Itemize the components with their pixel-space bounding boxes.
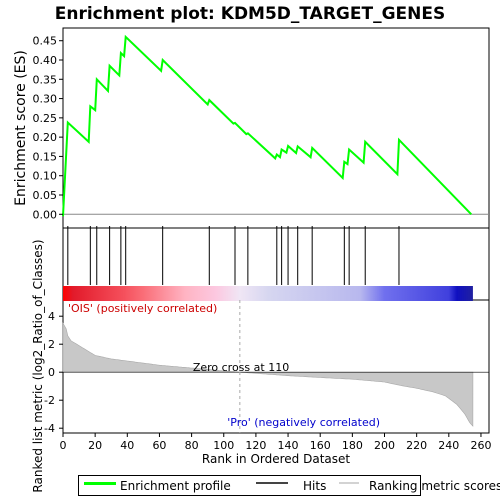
es-y-tick-label-9: 0.45: [33, 35, 58, 48]
x-axis-title: Rank in Ordered Dataset: [202, 452, 350, 466]
metric-y-tick-label-1: -2: [44, 394, 55, 407]
x-tick-label-13: 260: [470, 439, 491, 452]
es-y-tick-label-7: 0.35: [33, 73, 58, 86]
x-tick-label-0: 0: [60, 439, 67, 452]
es-y-tick-label-8: 0.40: [33, 54, 58, 67]
color-bar: [63, 286, 473, 301]
negative-correlation-label: 'Pro' (negatively correlated): [227, 416, 380, 429]
x-tick-label-2: 40: [120, 439, 134, 452]
x-tick-label-11: 220: [406, 439, 427, 452]
es-y-tick-label-2: 0.10: [33, 170, 58, 183]
metric-plot-layer: [62, 300, 489, 433]
x-tick-label-5: 100: [213, 439, 234, 452]
es-y-tick-label-1: 0.05: [33, 189, 58, 202]
positive-correlation-label: 'OIS' (positively correlated): [68, 302, 217, 315]
hits-layer: [67, 226, 400, 285]
ranking-metric-area: [62, 322, 474, 427]
x-tick-label-3: 60: [152, 439, 166, 452]
zero-cross-label: Zero cross at 110: [193, 361, 289, 374]
legend-swatch-ranking: [339, 482, 359, 484]
metric-y-tick-label-2: 0: [48, 366, 55, 379]
es-y-tick-label-3: 0.15: [33, 150, 58, 163]
x-tick-label-12: 240: [438, 439, 459, 452]
legend-swatch-hits: [256, 482, 288, 484]
es-y-tick-label-6: 0.30: [33, 93, 58, 106]
x-tick-label-4: 80: [185, 439, 199, 452]
legend-label-hits: Hits: [303, 479, 327, 493]
x-tick-label-9: 180: [342, 439, 363, 452]
es-panel-frame: [62, 27, 490, 229]
x-tick-label-6: 120: [245, 439, 266, 452]
legend: Enrichment profile Hits Ranking metric s…: [78, 475, 500, 496]
metric-y-axis-title: Ranked list metric (log2_Ratio_of_Classe…: [31, 239, 45, 492]
metric-y-tick-label-0: -4: [44, 422, 55, 435]
x-tick-label-8: 160: [310, 439, 331, 452]
metric-y-tick-label-3: 2: [48, 338, 55, 351]
legend-label-ranking: Ranking metric scores: [369, 479, 500, 493]
x-tick-label-7: 140: [278, 439, 299, 452]
x-tick-label-10: 200: [374, 439, 395, 452]
legend-swatch-enrichment: [84, 482, 116, 485]
axes-layer: 0.00 0.05 0.10 0.15 0.20 0.25 0.30 0.35 0.40 0.45…: [33, 35, 492, 452]
es-y-tick-label-0: 0.00: [33, 208, 58, 221]
metric-y-tick-label-4: 4: [48, 310, 55, 323]
es-plot-layer: [62, 34, 489, 217]
chart-title: Enrichment plot: KDM5D_TARGET_GENES: [55, 4, 446, 24]
color-bar-rect: [63, 286, 473, 301]
es-y-tick-label-5: 0.25: [33, 112, 58, 125]
legend-label-enrichment: Enrichment profile: [120, 479, 231, 493]
es-y-tick-label-4: 0.20: [33, 131, 58, 144]
es-y-axis-title: Enrichment score (ES): [13, 50, 29, 206]
x-tick-label-1: 20: [88, 439, 102, 452]
enrichment-profile-line: [62, 34, 473, 217]
